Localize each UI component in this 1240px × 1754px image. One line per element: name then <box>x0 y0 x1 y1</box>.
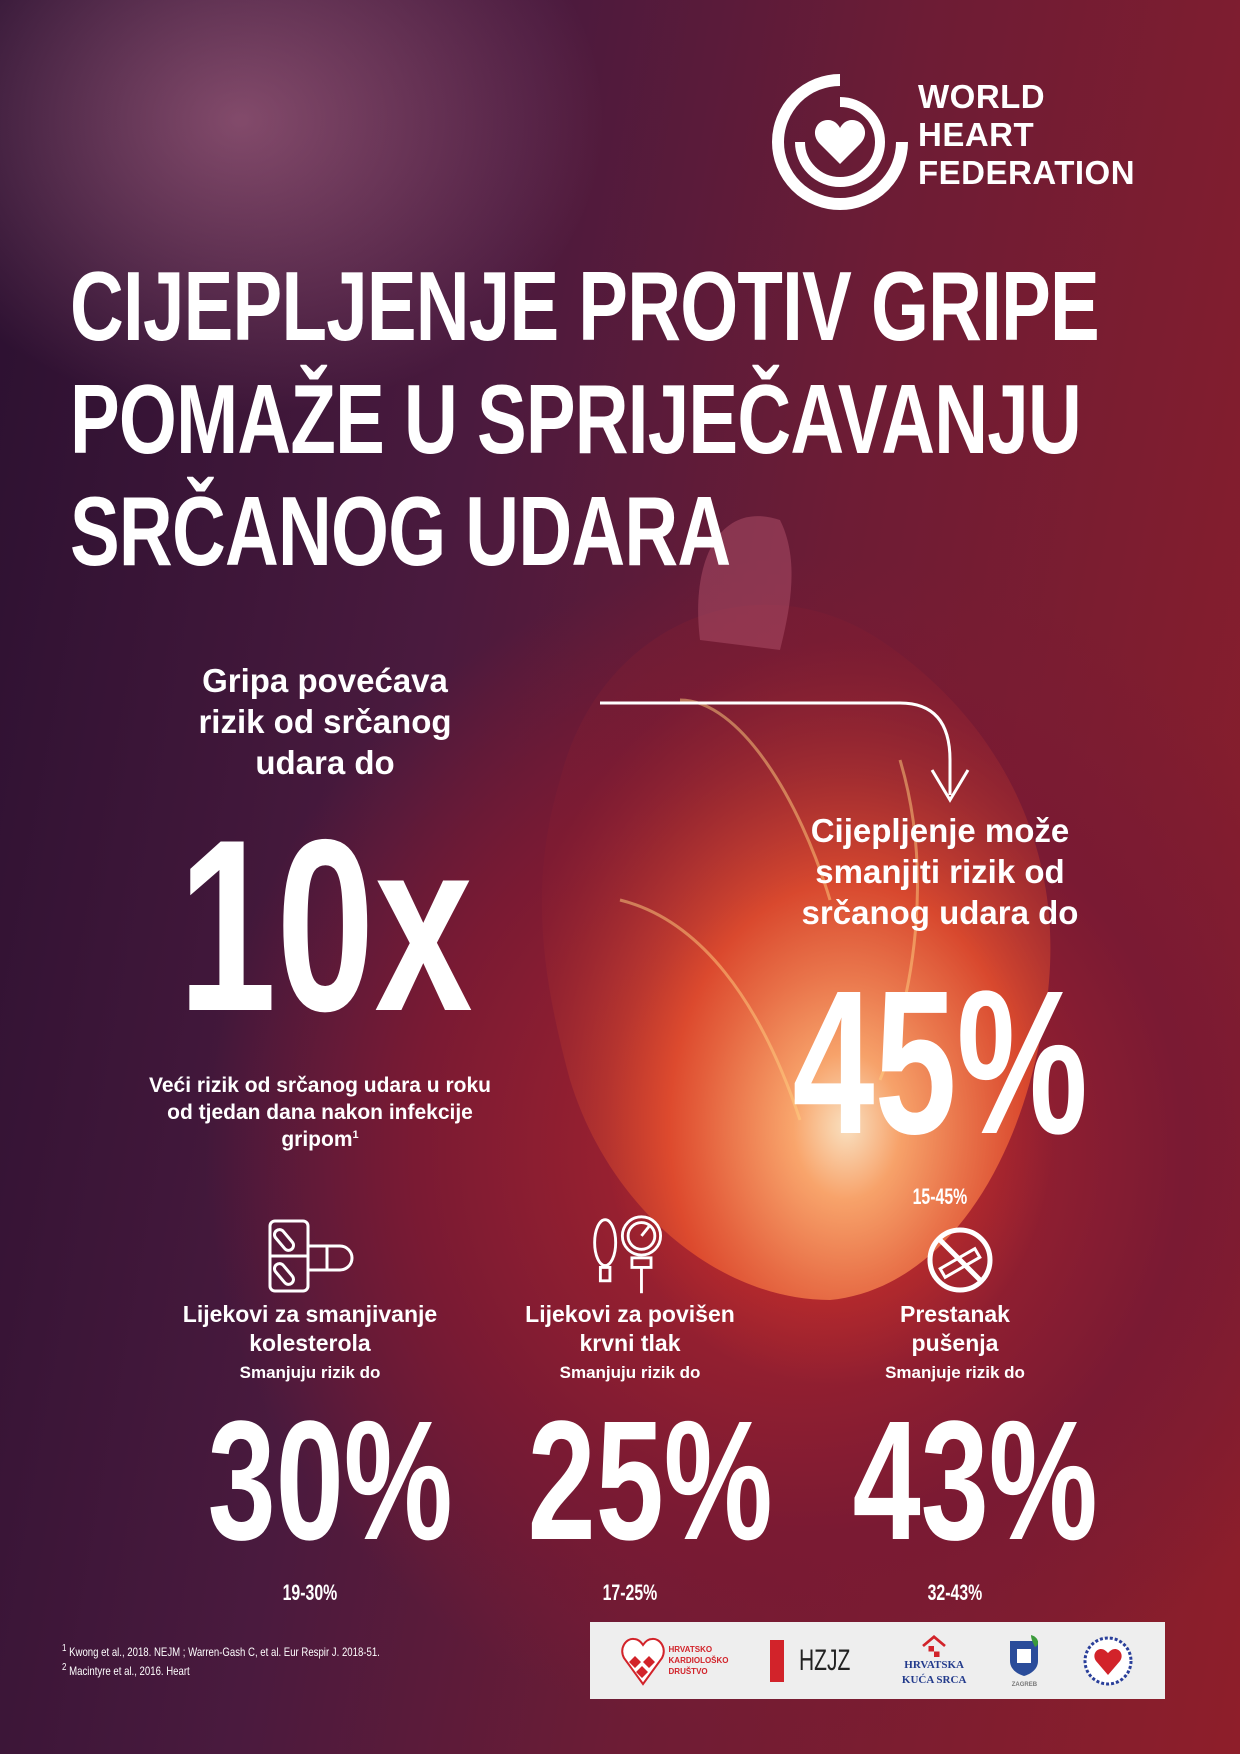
stat-sub: Smanjuje rizik do <box>885 1363 1025 1382</box>
arrow-icon <box>600 701 952 795</box>
stat-cholesterol: Lijekovi za smanjivanje kolesterola Smanj… <box>160 1300 460 1606</box>
stat-label: Lijekovi za smanjivanje <box>182 1301 438 1327</box>
footnotes: 1 Kwong et al., 2018. NEJM ; Warren-Gash… <box>62 1643 380 1681</box>
stat-label: kolesterola <box>249 1330 371 1356</box>
vaccine-heading: Cijepljenje može smanjiti rizik od srčan… <box>740 810 1140 933</box>
stat-smoking: Prestanak pušenja Smanjuje rizik do 43% 3… <box>805 1300 1105 1606</box>
hzjz-mark-icon <box>769 1639 784 1682</box>
text-line: smanjiti rizik od <box>815 853 1065 890</box>
text-line: Gripa povećava <box>202 662 448 699</box>
stat-value: 25% <box>527 1386 773 1576</box>
flu-risk-note: Veći rizik od srčanog udara u roku od tj… <box>120 1072 520 1153</box>
stat-label: krvni tlak <box>579 1330 681 1356</box>
stat-value: 43% <box>852 1386 1098 1576</box>
stat-sub: Smanjuju rizik do <box>239 1363 381 1382</box>
zagreb-logo: ZAGREB <box>1007 1633 1041 1689</box>
logo-text: HRVATSKA <box>904 1658 965 1671</box>
logo-line: HEART <box>918 116 1035 153</box>
stat-blood-pressure: Lijekovi za povišen krvni tlak Smanjuju r… <box>480 1300 780 1606</box>
title-line: SRČANOG UDARA <box>70 476 731 587</box>
zagreb-coat-of-arms-icon <box>1010 1634 1039 1676</box>
footnote-text: Kwong et al., 2018. NEJM ; Warren-Gash C… <box>69 1645 380 1659</box>
logo-text: KARDIOLOŠKO <box>668 1656 729 1665</box>
text-line: rizik od srčanog <box>198 703 452 740</box>
flu-risk-value: 10x <box>75 785 575 1067</box>
logo-text: DRUŠTVO <box>668 1667 708 1676</box>
world-heart-federation-logo-icon <box>772 74 908 210</box>
no-smoking-icon <box>927 1227 993 1293</box>
vaccine-value: 45% <box>690 945 1190 1181</box>
footnote-ref: 1 <box>352 1129 359 1141</box>
value-text: 10x <box>177 788 473 1062</box>
partner-heart-emblem-icon <box>1083 1636 1133 1685</box>
pills-icon <box>268 1219 354 1293</box>
stat-range: 17-25% <box>602 1580 658 1605</box>
title-line: POMAŽE U SPRIJEČAVANJU <box>70 363 1082 474</box>
hks-logo: HRVATSKA KUĆA SRCA <box>901 1634 967 1687</box>
flu-risk-heading: Gripa povećava rizik od srčanog udara do <box>125 660 525 783</box>
stat-label: pušenja <box>911 1330 999 1356</box>
logo-text: ZAGREB <box>1011 1681 1038 1688</box>
logo-line: WORLD <box>918 78 1046 115</box>
text-line: udara do <box>255 744 395 781</box>
logo-line: FEDERATION <box>918 154 1136 191</box>
text-line: Cijepljenje može <box>810 812 1070 849</box>
stat-value: 30% <box>207 1386 453 1576</box>
hkd-logo: HRVATSKO KARDIOLOŠKO DRUŠTVO <box>620 1636 729 1686</box>
logo-text: KUĆA SRCA <box>901 1673 967 1686</box>
house-icon <box>922 1634 947 1657</box>
title-line: CIJEPLJENJE PROTIV GRIPE <box>70 251 1100 361</box>
stat-range: 19-30% <box>282 1580 338 1605</box>
footnote-ref: 2 <box>62 1662 67 1673</box>
blood-pressure-gauge-icon <box>593 1215 663 1294</box>
stat-label: Prestanak <box>900 1301 1010 1327</box>
text-line: gripom <box>281 1128 353 1151</box>
stat-sub: Smanjuju rizik do <box>559 1363 701 1382</box>
footnote-text: Macintyre et al., 2016. Heart <box>69 1664 190 1678</box>
logo-text: HZJZ <box>798 1643 850 1677</box>
logo-text: HRVATSKO <box>668 1645 713 1654</box>
page-title: CIJEPLJENJE PROTIV GRIPE POMAŽE U SPRIJE… <box>70 250 1100 588</box>
text-line: Veći rizik od srčanog udara u roku <box>149 1074 491 1097</box>
partner-logos: HRVATSKO KARDIOLOŠKO DRUŠTVO HZJZ HRVATSKA… <box>590 1622 1165 1699</box>
text-line: srčanog udara do <box>801 894 1079 931</box>
value-text: 45% <box>792 948 1088 1177</box>
range-text: 15-45% <box>912 1184 968 1209</box>
text-line: od tjedan dana nakon infekcije <box>167 1101 473 1124</box>
footnote-ref: 1 <box>62 1643 67 1654</box>
heart-diamond-icon <box>620 1637 665 1686</box>
stat-range: 32-43% <box>927 1580 983 1605</box>
logo-text: WORLD HEART FEDERATION <box>918 78 1135 192</box>
stat-label: Lijekovi za povišen <box>525 1301 735 1327</box>
hzjz-logo: HZJZ <box>769 1639 861 1682</box>
vaccine-range: 15-45% <box>840 1184 1040 1210</box>
